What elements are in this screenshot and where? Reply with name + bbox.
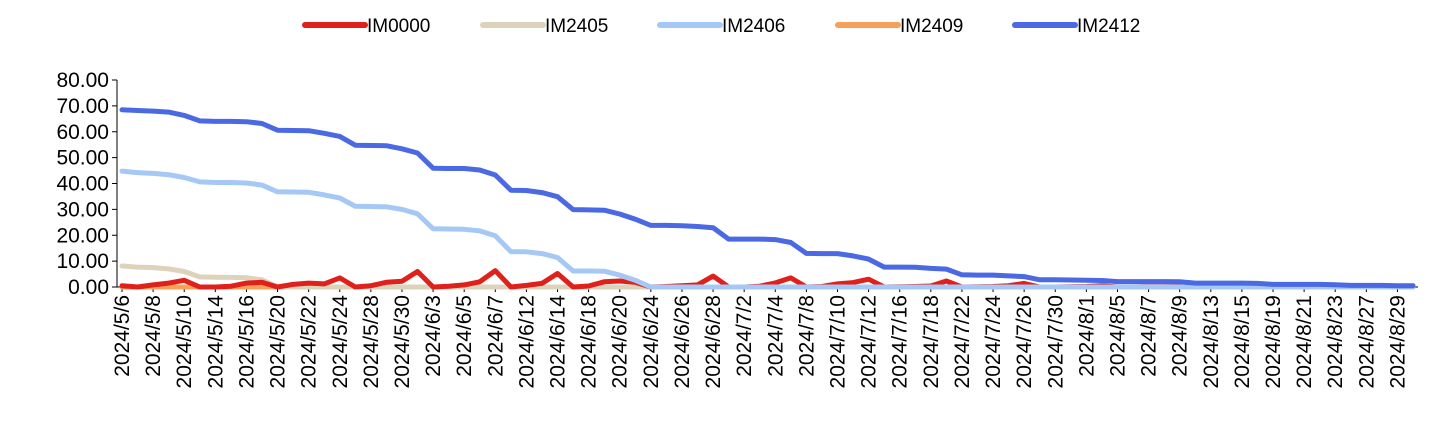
x-tick-label: 2024/5/10 <box>173 295 196 388</box>
x-tick-label: 2024/5/6 <box>111 295 134 377</box>
x-tick-label: 2024/6/28 <box>702 295 725 388</box>
x-tick-label: 2024/5/28 <box>360 295 383 388</box>
x-tick-label: 2024/7/30 <box>1044 295 1067 388</box>
x-tick-label: 2024/5/16 <box>235 295 258 388</box>
y-tick-label: 20.00 <box>56 224 109 247</box>
x-tick-label: 2024/7/10 <box>826 295 849 388</box>
legend-label-im2412: IM2412 <box>1077 16 1140 37</box>
x-tick-label: 2024/6/20 <box>609 295 632 388</box>
legend-label-im0000: IM0000 <box>367 16 430 37</box>
x-tick-label: 2024/8/13 <box>1200 295 1223 388</box>
x-tick-label: 2024/5/24 <box>329 295 352 389</box>
x-tick-label: 2024/8/23 <box>1324 295 1347 388</box>
x-tick-label: 2024/7/18 <box>920 295 943 388</box>
x-tick-label: 2024/7/24 <box>982 295 1005 389</box>
y-tick-label: 40.00 <box>56 173 109 196</box>
x-tick-label: 2024/7/16 <box>889 295 912 388</box>
y-tick-label: 60.00 <box>56 121 109 144</box>
x-tick-label: 2024/7/12 <box>858 295 881 388</box>
series-line-im2406 <box>119 168 1416 290</box>
y-tick-label: 50.00 <box>56 147 109 170</box>
x-tick-label: 2024/8/9 <box>1169 295 1192 377</box>
x-tick-label: 2024/7/26 <box>1013 295 1036 388</box>
x-tick-label: 2024/7/4 <box>764 295 787 377</box>
y-tick-label: 30.00 <box>56 198 109 221</box>
x-tick-label: 2024/5/30 <box>391 295 414 388</box>
x-tick-label: 2024/5/14 <box>204 295 227 389</box>
x-tick-label: 2024/8/21 <box>1293 295 1316 388</box>
x-tick-label: 2024/8/27 <box>1355 295 1378 388</box>
series-line-im2412 <box>119 107 1416 289</box>
legend-label-im2406: IM2406 <box>722 16 785 37</box>
x-tick-label: 2024/6/18 <box>578 295 601 388</box>
y-tick-label: 80.00 <box>56 69 109 92</box>
x-axis: 2024/5/6 2024/5/8 2024/5/10 2024/5/14 2024/5… <box>111 286 1418 389</box>
x-tick-label: 2024/6/24 <box>640 295 663 389</box>
x-tick-label: 2024/8/29 <box>1386 295 1409 388</box>
plot-area <box>119 107 1416 290</box>
x-tick-label: 2024/7/2 <box>733 295 756 377</box>
x-tick-label: 2024/7/8 <box>795 295 818 377</box>
x-tick-label: 2024/8/15 <box>1231 295 1254 388</box>
y-tick-label: 10.00 <box>56 250 109 273</box>
x-tick-label: 2024/5/8 <box>142 295 165 377</box>
legend-label-im2405: IM2405 <box>545 16 608 37</box>
x-tick-label: 2024/5/20 <box>267 295 290 388</box>
x-tick-label: 2024/6/14 <box>547 295 570 389</box>
x-tick-label: 2024/6/7 <box>484 295 507 377</box>
y-tick-label: 0.00 <box>68 276 109 299</box>
legend-label-im2409: IM2409 <box>900 16 963 37</box>
x-tick-label: 2024/8/5 <box>1106 295 1129 377</box>
x-tick-label: 2024/8/1 <box>1075 295 1098 377</box>
x-tick-label: 2024/7/22 <box>951 295 974 388</box>
x-tick-label: 2024/6/26 <box>671 295 694 388</box>
x-tick-label: 2024/6/5 <box>453 295 476 377</box>
x-tick-label: 2024/8/19 <box>1262 295 1285 388</box>
legend: IM0000 IM2405 IM2406 IM2409 IM2412 <box>302 16 1140 37</box>
x-tick-label: 2024/8/7 <box>1138 295 1161 377</box>
x-tick-label: 2024/6/12 <box>515 295 538 388</box>
x-tick-label: 2024/5/22 <box>298 295 321 388</box>
y-tick-label: 70.00 <box>56 95 109 118</box>
x-tick-label: 2024/6/3 <box>422 295 445 377</box>
